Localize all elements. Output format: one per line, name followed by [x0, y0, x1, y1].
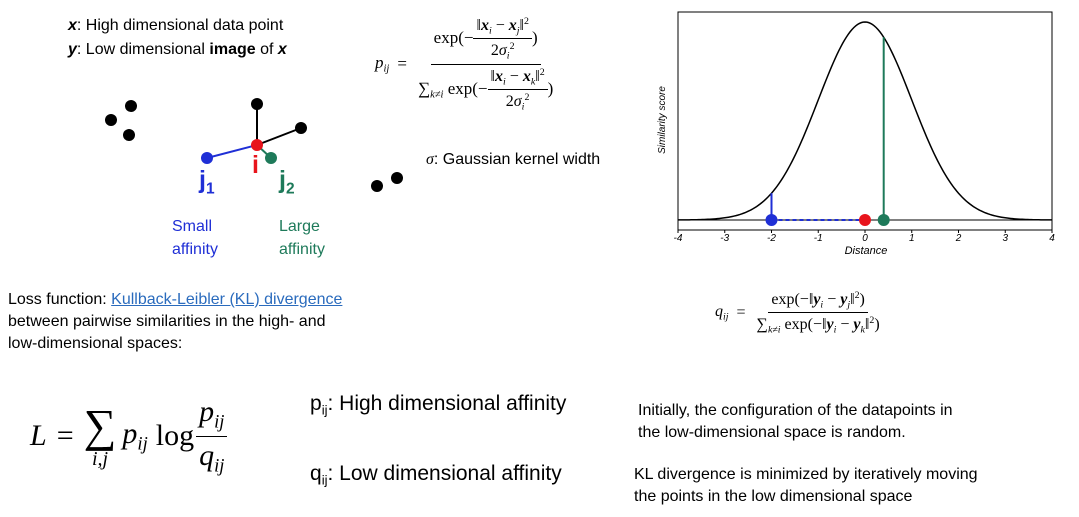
legend-x-symbol: x: [68, 17, 77, 34]
legend-y-var: x: [277, 41, 287, 58]
label-i: i: [252, 151, 259, 179]
x-tick-label: -4: [674, 233, 683, 244]
legend-x-text: : High dimensional data point: [76, 17, 284, 34]
distance-marker: [859, 214, 871, 226]
data-point: [105, 114, 117, 126]
formula-p-numerator: exp(− ‖xi − xj‖2 2σi2): [430, 16, 541, 65]
legend-y-symbol: y: [68, 41, 77, 58]
x-tick-label: -3: [720, 233, 729, 244]
data-point: [295, 122, 307, 134]
label-j1-text: j: [199, 166, 206, 194]
gaussian-curve: [677, 21, 1053, 221]
formula-loss: L = ∑ i,j pij log pij qij: [30, 395, 228, 477]
data-point: [251, 98, 263, 110]
label-j1: j1: [199, 166, 215, 203]
legend-y: y: Low dimensional image of x: [68, 38, 287, 62]
edge-i-right: [256, 127, 302, 146]
legend-y-text: : Low dimensional: [76, 41, 210, 58]
label-j1-sub: 1: [205, 180, 215, 198]
x-tick-label: 0: [862, 233, 868, 244]
edge-i-j1: [206, 144, 258, 159]
chart-xlabel: Distance: [845, 245, 888, 257]
point-j2: [265, 152, 277, 164]
point-diagram: [105, 98, 403, 192]
legend-x: x: High dimensional data point: [68, 14, 287, 38]
legend: x: High dimensional data point y: Low di…: [68, 14, 287, 62]
sigma-symbol: σ: [426, 151, 434, 168]
affinity-q: qij: Low dimensional affinity: [310, 462, 562, 488]
note-kl-line2: the points in the low dimensional space: [634, 488, 913, 505]
label-j2: j2: [279, 166, 295, 203]
formula-q-fraction: exp(−‖yi − yj‖2) ∑k≠i exp(−‖yi − yk‖2): [754, 290, 883, 336]
large-affinity-line2: affinity: [279, 241, 325, 258]
data-point: [371, 180, 383, 192]
formula-q: qij = exp(−‖yi − yj‖2) ∑k≠i exp(−‖yi − y…: [715, 290, 883, 336]
formula-loss-lhs: L: [30, 419, 47, 452]
x-tick-label: 2: [955, 233, 962, 244]
formula-p: pij = exp(− ‖xi − xj‖2 2σi2) ∑k≠i exp(− ‖xi…: [375, 16, 556, 113]
point-j1: [201, 152, 213, 164]
x-tick-label: -2: [767, 233, 776, 244]
x-tick-label: 1: [909, 233, 915, 244]
data-point: [391, 172, 403, 184]
x-tick-label: -1: [814, 233, 823, 244]
label-j2-sub: 2: [285, 180, 295, 198]
sigma-note: σ: Gaussian kernel width: [426, 151, 600, 169]
legend-y-after: of: [255, 41, 278, 58]
distance-marker: [877, 214, 890, 226]
formula-q-lhs: qij: [715, 303, 729, 323]
x-tick-label: 3: [1002, 233, 1008, 244]
formula-q-denominator: ∑k≠i exp(−‖yi − yk‖2): [756, 315, 880, 336]
note-initial-line1: Initially, the configuration of the data…: [638, 402, 953, 419]
note-kl-line1: KL divergence is minimized by iterativel…: [634, 466, 978, 483]
formula-q-numerator: exp(−‖yi − yj‖2): [768, 290, 868, 314]
loss-desc-line3: low-dimensional spaces:: [8, 335, 183, 352]
note-initial-line2: the low-dimensional space is random.: [638, 424, 906, 441]
loss-desc-line2: between pairwise similarities in the hig…: [8, 313, 326, 330]
point-i: [251, 139, 263, 151]
kl-divergence-link[interactable]: Kullback-Leibler (KL) divergence: [111, 291, 343, 308]
note-initial: Initially, the configuration of the data…: [638, 400, 953, 444]
formula-p-denominator: ∑k≠i exp(− ‖xi − xk‖2 2σi2): [417, 66, 554, 113]
formula-loss-log: log: [155, 419, 195, 452]
gaussian-chart: -4 -3 -2 -1 0 1 2 3 4 Similarity score Distance: [657, 11, 1055, 257]
large-affinity-label: Large affinity: [279, 215, 325, 261]
loss-description: Loss function: Kullback-Leibler (KL) div…: [8, 289, 448, 355]
legend-y-bold: image: [209, 41, 256, 58]
sigma-text: : Gaussian kernel width: [433, 151, 601, 168]
small-affinity-line2: affinity: [172, 241, 218, 258]
data-point: [125, 100, 137, 112]
affinity-p: pij: High dimensional affinity: [310, 392, 567, 418]
small-affinity-line1: Small: [172, 218, 213, 235]
label-j2-text: j: [279, 166, 286, 194]
formula-loss-sum-index: i,j: [91, 448, 109, 470]
note-kl: KL divergence is minimized by iterativel…: [634, 464, 978, 508]
distance-marker: [765, 214, 778, 226]
x-tick-label: 4: [1049, 233, 1055, 244]
loss-prefix: Loss function:: [8, 291, 112, 308]
formula-p-fraction: exp(− ‖xi − xj‖2 2σi2) ∑k≠i exp(− ‖xi − xk‖…: [415, 16, 556, 113]
chart-ylabel: Similarity score: [657, 86, 668, 154]
chart-frame: [677, 11, 1053, 231]
data-point: [123, 129, 135, 141]
formula-p-lhs: pij: [375, 53, 390, 76]
small-affinity-label: Small affinity: [172, 215, 218, 261]
large-affinity-line1: Large: [279, 218, 320, 235]
